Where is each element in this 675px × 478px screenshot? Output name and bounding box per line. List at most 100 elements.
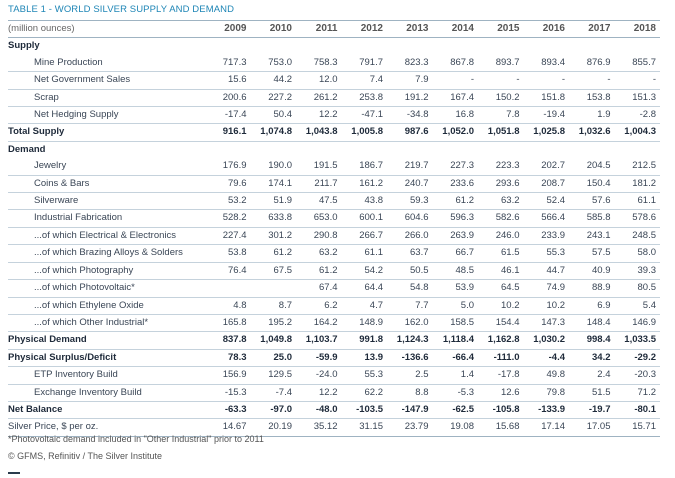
table-cell: 227.3: [450, 160, 474, 172]
table-cell: 181.2: [632, 177, 656, 189]
table-cell: -62.5: [452, 403, 474, 415]
table-row-brazing: ...of which Brazing Alloys & Solders 53.8…: [8, 244, 660, 262]
table-cell: 129.5: [268, 369, 292, 381]
table-cell: -111.0: [493, 351, 520, 363]
table-cell: 1,103.7: [305, 334, 338, 346]
row-label: ETP Inventory Build: [34, 369, 118, 381]
table-row-mine-production: Mine Production 717.3 753.0 758.3 791.7 823.3…: [8, 55, 660, 72]
source-note: © GFMS, Refinitiv / The Silver Institute: [8, 451, 163, 461]
table-cell: 261.2: [313, 91, 338, 103]
table-cell: 233.6: [450, 177, 474, 189]
table-cell: 78.3: [228, 351, 247, 363]
table-row-coins-bars: Coins & Bars 79.6 174.1 211.7 161.2 240.7 233.…: [8, 175, 660, 192]
table-cell: 633.8: [268, 212, 292, 224]
table-cell: -: [561, 74, 565, 86]
row-label: ...of which Brazing Alloys & Solders: [34, 247, 183, 259]
table-cell: -: [470, 74, 474, 86]
table-cell: 604.6: [404, 212, 429, 224]
row-label: Industrial Fabrication: [34, 212, 123, 224]
year-header: 2016: [542, 23, 565, 34]
table-cell: -97.0: [270, 403, 292, 415]
table-cell: -19.4: [543, 109, 565, 121]
row-label: ...of which Electrical & Electronics: [34, 229, 177, 241]
table-cell: 2.5: [415, 369, 429, 381]
table-cell: 53.9: [455, 282, 475, 294]
table-cell: 6.2: [324, 299, 338, 311]
table-cell: 15.71: [632, 421, 656, 433]
table-cell: 44.7: [546, 264, 566, 276]
table-cell: 186.7: [359, 160, 383, 172]
table-cell: 88.9: [592, 282, 611, 294]
table-cell: 151.3: [632, 91, 656, 103]
table-cell: -48.0: [315, 403, 338, 415]
table-cell: 76.4: [228, 264, 247, 276]
table-cell: -34.8: [406, 109, 429, 121]
table-cell: 263.9: [450, 229, 474, 241]
table-cell: 50.5: [410, 264, 429, 276]
table-cell: 1.4: [460, 369, 474, 381]
table-cell: 165.8: [222, 316, 247, 328]
table-cell: -105.8: [492, 403, 520, 415]
year-header: 2013: [406, 23, 429, 34]
table-cell: 61.1: [637, 195, 657, 207]
table-cell: 240.7: [404, 177, 429, 189]
table-cell: 63.2: [501, 195, 520, 207]
table-title: TABLE 1 - WORLD SILVER SUPPLY AND DEMAND: [8, 4, 235, 15]
table-row-ethylene-oxide: ...of which Ethylene Oxide 4.8 8.7 6.2 4.7 7.…: [8, 297, 660, 314]
table-cell: 4.7: [369, 299, 383, 311]
year-header: 2018: [633, 23, 656, 34]
table-cell: 158.5: [450, 316, 474, 328]
table-cell: -17.8: [497, 369, 520, 381]
table-cell: 74.9: [546, 282, 566, 294]
table-cell: 1,025.8: [533, 126, 565, 138]
table-cell: 176.9: [222, 160, 247, 172]
table-cell: 12.0: [319, 74, 338, 86]
table-row-net-balance: Net Balance -63.3 -97.0 -48.0 -103.5 -147.9 -6…: [8, 401, 660, 418]
table-cell: 66.7: [455, 247, 475, 259]
table-cell: 4.8: [233, 299, 247, 311]
table-row-photovoltaic: ...of which Photovoltaic* 67.4 64.4 54.8 53.…: [8, 279, 660, 297]
table-row-electrical: ...of which Electrical & Electronics 227.…: [8, 227, 660, 244]
table-cell: 79.6: [228, 177, 247, 189]
table-cell: -29.2: [634, 351, 656, 363]
table-cell: 758.3: [313, 56, 338, 68]
table-cell: 219.7: [404, 160, 429, 172]
table-cell: 6.9: [597, 299, 611, 311]
table-cell: 227.2: [268, 91, 292, 103]
row-label: Scrap: [34, 91, 59, 103]
table-cell: 208.7: [541, 177, 565, 189]
table-cell: 59.3: [410, 195, 429, 207]
table-cell: 19.08: [450, 421, 474, 433]
header-row: (million ounces) 2009 2010 2011 2012 2013 2014…: [8, 20, 660, 38]
table-row-silver-price: Silver Price, $ per oz. 14.67 20.19 35.12 31…: [8, 418, 660, 437]
table-row-photography: ...of which Photography 76.4 67.5 61.2 54.2 5…: [8, 262, 660, 279]
table-cell: -80.1: [634, 403, 656, 415]
table-cell: 146.9: [632, 316, 656, 328]
table-cell: 31.15: [359, 421, 383, 433]
table-cell: -147.9: [401, 403, 429, 415]
table-cell: 150.2: [495, 91, 520, 103]
table-cell: 1,118.4: [442, 334, 474, 346]
table-cell: -133.9: [538, 403, 565, 415]
table-cell: 10.2: [501, 299, 520, 311]
table-cell: -63.3: [224, 403, 247, 415]
table-cell: 566.4: [541, 212, 565, 224]
table-cell: 1,030.2: [533, 334, 565, 346]
year-header: 2010: [269, 23, 292, 34]
year-header: 2009: [224, 23, 247, 34]
row-label: ...of which Photography: [34, 264, 134, 276]
table-cell: 823.3: [404, 56, 429, 68]
table-cell: 167.4: [450, 91, 474, 103]
table-cell: 578.6: [632, 212, 656, 224]
table-cell: 8.7: [278, 299, 292, 311]
table-cell: -20.3: [634, 369, 656, 381]
table-cell: 153.8: [586, 91, 611, 103]
table-cell: 717.3: [222, 56, 247, 68]
table-cell: 987.6: [404, 126, 429, 138]
table-cell: 43.8: [364, 195, 384, 207]
table-cell: 200.6: [222, 91, 247, 103]
table-cell: 23.79: [404, 421, 429, 433]
table-cell: -17.4: [224, 109, 247, 121]
table-cell: 266.0: [404, 229, 429, 241]
table-row-scrap: Scrap 200.6 227.2 261.2 253.8 191.2 167.4 150.2…: [8, 89, 660, 106]
